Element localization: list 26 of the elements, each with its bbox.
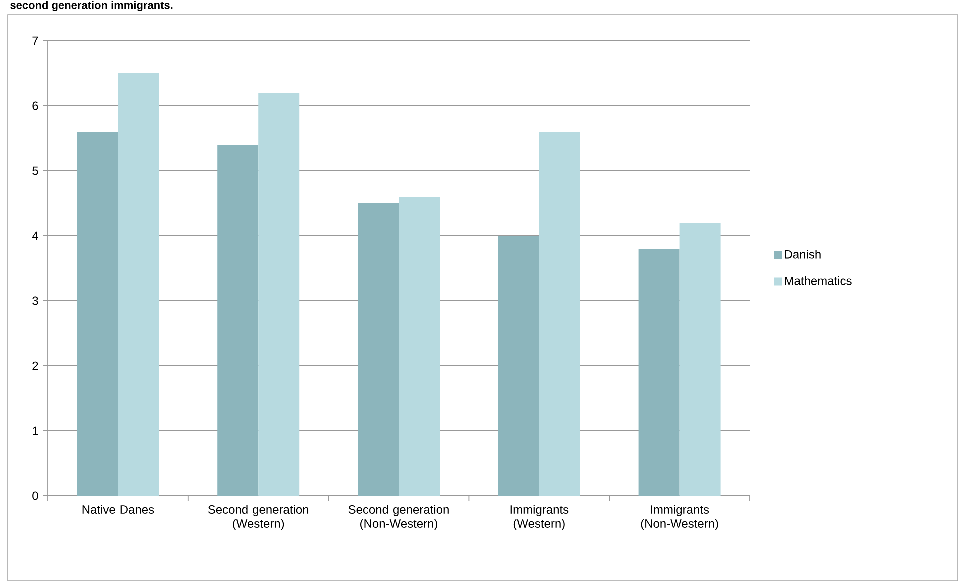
x-tick-label: Immigrants (Non-Western) [641, 505, 718, 530]
bar [218, 145, 259, 496]
y-tick-label: 5 [32, 166, 38, 176]
chart-title: second generation immigrants. [10, 1, 173, 12]
y-tick-label: 0 [32, 492, 38, 500]
bar [680, 223, 721, 496]
y-tick-label: 4 [32, 232, 38, 240]
y-tick-label: 6 [32, 102, 38, 110]
bar [498, 236, 540, 496]
bar [118, 74, 160, 496]
bar [358, 204, 400, 496]
bar [399, 197, 440, 496]
bar [638, 249, 680, 496]
x-tick-label: Second generation (Non-Western) [348, 505, 449, 530]
bar [77, 132, 118, 496]
bar [539, 132, 580, 496]
x-tick-label: Immigrants (Western) [510, 505, 569, 530]
bar [258, 93, 300, 496]
y-tick-label: 1 [33, 426, 38, 436]
legend-label: Mathematics [785, 276, 852, 286]
y-tick-label: 3 [32, 296, 38, 306]
y-tick-label: 7 [32, 36, 38, 46]
x-tick-label: Second generation (Western) [208, 505, 309, 530]
x-tick-label: Native Danes [82, 505, 154, 514]
y-tick-label: 2 [32, 362, 38, 370]
legend-label: Danish [785, 250, 821, 259]
